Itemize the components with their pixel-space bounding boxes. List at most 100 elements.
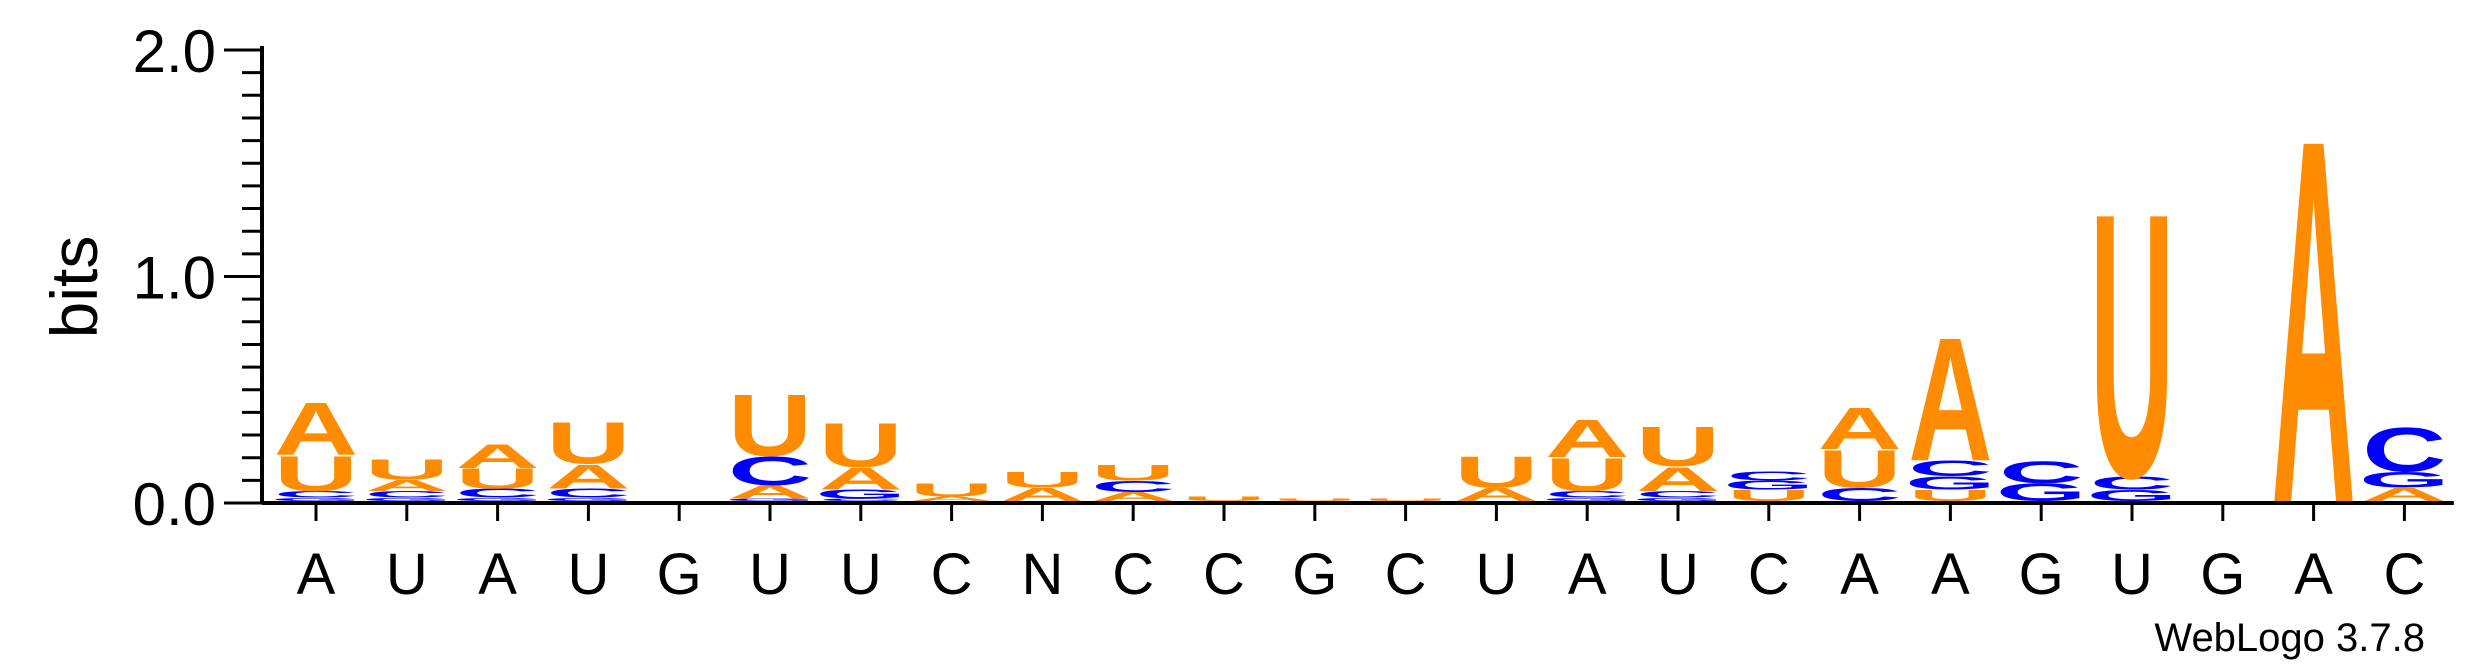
logo-glyph: U [1363,498,1447,502]
x-tick-label: U [1657,542,1699,607]
logo-stack: U [1363,498,1447,502]
logo-glyph: C [455,486,539,500]
x-tick-label: G [1292,542,1337,607]
logo-glyph: A [1908,301,1992,498]
logo-stack: AGC [2359,414,2450,505]
logo-stack: AU [1454,447,1538,505]
x-tick-label: A [1931,542,1970,607]
logo-glyph: G [1542,497,1633,502]
logo-glyph: G [271,497,362,502]
logo-glyph: G [1723,478,1814,492]
logo-stack: GC [1996,455,2087,506]
logo-glyph: G [725,498,816,502]
logo-glyph: A [1545,409,1629,469]
logo-glyph: C [1091,478,1175,496]
logo-stack: AU [1000,467,1084,505]
logo-stack: CUA [1817,395,1901,505]
logo-glyph: U [1182,495,1266,502]
logo-glyph: C [365,489,449,500]
x-tick-label: A [297,542,336,607]
logo-glyph: C [274,489,358,500]
logo-glyph: A [455,437,539,476]
logo-glyph: U [909,479,993,500]
logo-glyph: U [1454,447,1538,496]
logo-glyph: A [819,462,903,497]
logo-glyph: G [361,497,452,502]
logo-glyph: G [1996,478,2087,506]
logo-glyph: U [1273,498,1357,502]
logo-glyph: G [2359,467,2450,492]
y-tick-label: 0.0 [133,471,216,538]
logo-glyph: A [1000,484,1084,505]
y-tick-label: 1.0 [133,245,216,312]
logo-glyph: A [2362,484,2446,505]
x-tick-label: U [386,542,428,607]
logo-glyph: C [2090,473,2174,494]
logo-glyph: C [1908,456,1992,481]
logo-glyph: G [1633,497,1724,502]
logo-glyph: U [819,410,903,480]
x-tick-label: U [567,542,609,607]
x-tick-label: A [2294,542,2333,607]
logo-glyph: U [1545,448,1629,501]
logo-glyph: A [909,495,993,502]
x-tick-label: C [931,542,973,607]
x-tick-label: A [478,542,517,607]
axes: 0.0 1.0 2.0 [133,18,2454,538]
logo-glyph: C [1999,455,2083,490]
logo-stack: GCU [2087,136,2178,558]
logo-glyph: U [1727,487,1811,505]
x-tick-label: C [1385,542,1427,607]
x-tick-label: N [1021,542,1063,607]
logo-stack: ACU [1091,461,1175,504]
logo-glyph: G [1905,473,1996,494]
logo-glyph: U [2090,136,2174,558]
logo-glyph: G [815,487,906,501]
footer-credit: WebLogo 3.7.8 [2154,616,2425,660]
y-axis-label: bits [37,236,111,339]
logo-glyph: U [1817,440,1901,500]
logo-glyph: C [1545,489,1629,500]
logo-stack: U [1182,495,1266,502]
logo-glyph: C [2362,414,2446,484]
logo-glyph: C [546,486,630,500]
x-tick-label: C [1203,542,1245,607]
x-tick-label: A [1568,542,1607,607]
logo-glyph: U [1636,415,1720,478]
logo-stack: U [1273,498,1357,502]
logo-glyph: G [543,497,634,502]
logo-glyph: C [819,498,903,502]
logo-stack: UGC [1723,469,1814,504]
logo-glyph: A [1454,484,1538,505]
x-tick-label: U [2111,542,2153,607]
x-tick-label: G [2200,542,2245,607]
logo-glyph: A [1817,395,1901,462]
x-tick-label: A [1840,542,1879,607]
logo-glyph: A [1091,490,1175,504]
logo-glyph: U [455,463,539,495]
logo-glyph: U [274,446,358,502]
logo-stack: A [2271,30,2355,611]
x-tick-label: G [2019,542,2064,607]
logo-glyph: C [1817,484,1901,505]
x-tick-label: C [2383,542,2425,607]
x-tick-label: U [749,542,791,607]
x-tick-label: G [657,542,702,607]
logo-glyph: A [546,458,630,497]
logo-glyph: C [1727,469,1811,483]
logo-glyph: A [365,477,449,495]
logo-glyph: A [2271,30,2355,611]
logo-glyph: U [1091,461,1175,486]
